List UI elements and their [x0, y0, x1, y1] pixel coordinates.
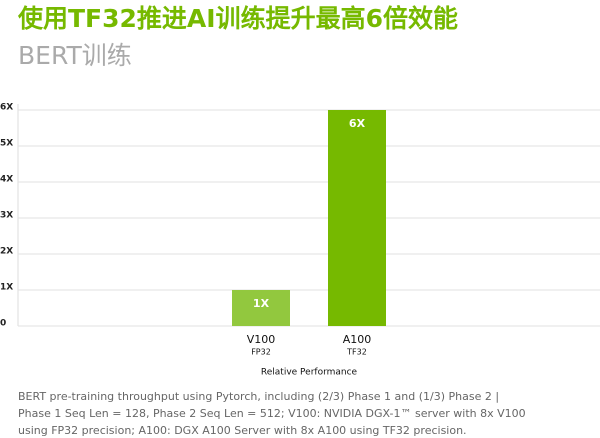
y-tick-label: 6X: [0, 103, 13, 113]
footnote: using FP32 precision; A100: DGX A100 Ser…: [18, 424, 467, 437]
footnote: Phase 1 Seq Len = 128, Phase 2 Seq Len =…: [18, 407, 526, 420]
value-label: 6X: [349, 117, 366, 130]
y-tick-label: 5X: [0, 139, 13, 149]
footnote: BERT pre-training throughput using Pytor…: [18, 390, 499, 403]
y-tick-label: 3X: [0, 211, 13, 221]
y-tick-label: 4X: [0, 175, 13, 185]
chart-subtitle: BERT训练: [18, 41, 132, 70]
y-tick-label: 1X: [0, 283, 13, 293]
x-tick-label: V100: [247, 333, 276, 346]
bar: [232, 290, 290, 326]
x-tick-sublabel: TF32: [346, 348, 367, 357]
x-tick-label: A100: [343, 333, 372, 346]
x-axis-label: Relative Performance: [261, 368, 358, 378]
x-tick-sublabel: FP32: [251, 348, 271, 357]
bar: [328, 110, 386, 326]
chart-title: 使用TF32推进AI训练提升最高6倍效能: [17, 4, 458, 33]
y-tick-label: 0: [0, 319, 6, 329]
value-label: 1X: [253, 297, 270, 310]
y-tick-label: 2X: [0, 247, 13, 257]
